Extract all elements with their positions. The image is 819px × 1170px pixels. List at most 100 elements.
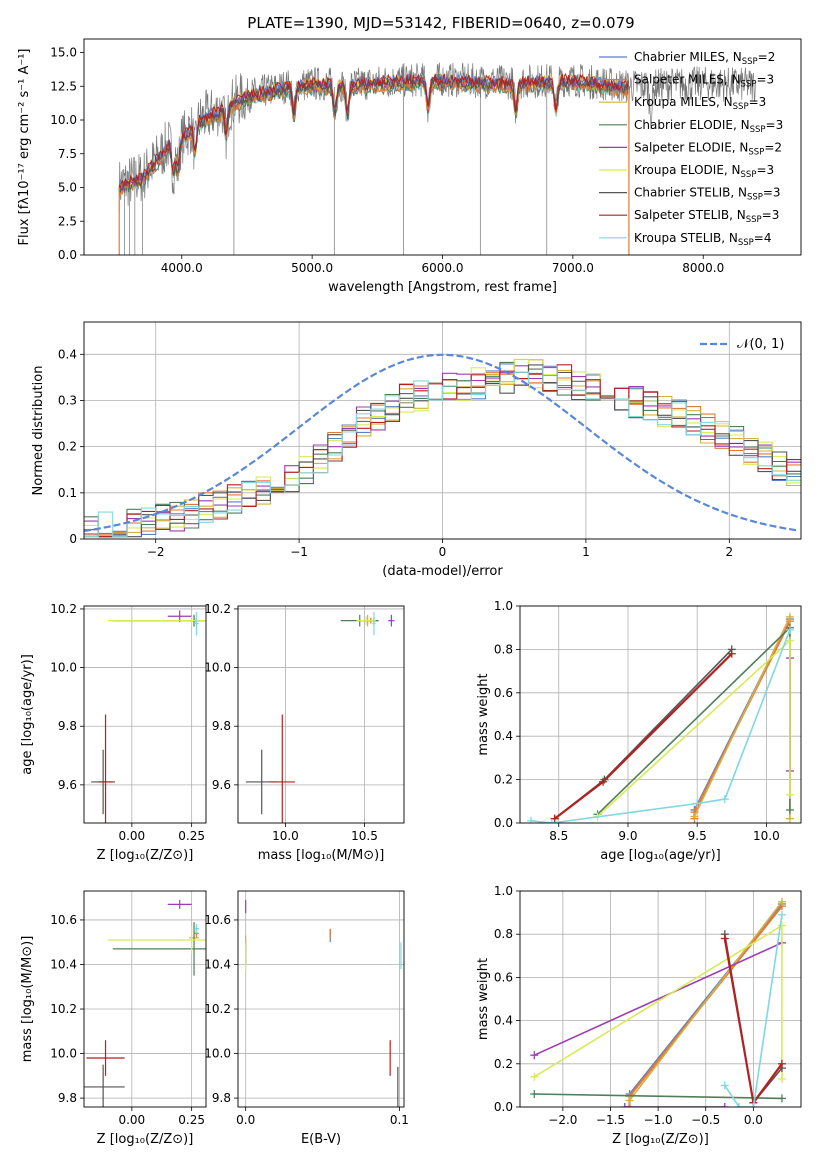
plot-area-mass_vs_z <box>84 899 206 1107</box>
y-tick-label: 0.1 <box>58 486 77 500</box>
plot-area-mass_vs_ebv <box>245 899 402 1107</box>
legend-label-text: Kroupa ELODIE, N <box>634 163 741 177</box>
legend-label-sub: SSP <box>741 80 757 90</box>
histogram-cs <box>84 364 801 538</box>
y-tick-label: 0.0 <box>58 248 77 262</box>
point-ce <box>112 922 206 976</box>
y-tick-label: 10.0 <box>204 1047 231 1061</box>
y-tick-label: 10.4 <box>50 957 77 971</box>
legend-label-text: Salpeter ELODIE, N <box>634 140 748 154</box>
x-tick-label: 6000.0 <box>422 261 464 275</box>
weight-line-ks <box>724 914 783 1107</box>
legend-label-n: =3 <box>766 118 784 132</box>
y-tick-label: 10.2 <box>204 602 231 616</box>
weight-line-ce <box>534 1093 782 1100</box>
x-axis-label: Z [log₁₀(Z/Z⊙)] <box>97 1132 194 1147</box>
weight-marker-se <box>720 1103 729 1107</box>
axes-weight_vs_age: 8.5 9.0 9.5 10.0 0.0 0.2 0.4 0.6 0.8 1.0 age [log₁… <box>476 599 802 863</box>
y-tick-label: 12.5 <box>50 79 77 93</box>
gaussian-curve <box>84 353 799 532</box>
weight-marker-ks <box>693 799 702 808</box>
y-tick-label: 10.2 <box>204 1002 231 1016</box>
legend-label-n: =2 <box>764 140 782 154</box>
legend-label-sub: SSP <box>748 147 764 157</box>
model-spectrum-ks <box>118 79 629 198</box>
legend-label-cs: Chabrier STELIB, NSSP=3 <box>634 186 781 203</box>
y-tick-label: 10.0 <box>50 1047 77 1061</box>
y-tick-label: 9.8 <box>212 719 231 733</box>
weight-marker-se <box>620 1103 629 1107</box>
y-tick-label: 10.2 <box>50 602 77 616</box>
model-spectrum-cs <box>118 76 629 194</box>
point-ke <box>107 616 206 626</box>
legend-label-sub: SSP <box>741 170 757 180</box>
y-tick-label: 10.0 <box>50 661 77 675</box>
y-tick-label: 9.6 <box>58 778 77 792</box>
point-ks <box>372 611 376 636</box>
axes-frame <box>83 321 802 540</box>
legend-label-sub: SSP <box>746 215 762 225</box>
y-tick-label: 0.6 <box>494 686 513 700</box>
x-tick-label: 10.0 <box>753 829 780 843</box>
weight-marker-km <box>777 897 786 906</box>
x-tick-label: 10.0 <box>272 829 299 843</box>
point-ke <box>356 616 376 626</box>
legend-label-ce: Chabrier ELODIE, NSSP=3 <box>634 118 783 135</box>
axes-frame <box>237 890 405 1108</box>
point-se <box>167 899 192 909</box>
point-se <box>388 614 395 627</box>
legend-label-text: Chabrier STELIB, N <box>634 186 747 200</box>
histogram-ks <box>84 365 801 538</box>
model-spectrum-ke <box>119 76 629 192</box>
legend-label-n: =3 <box>749 95 767 109</box>
x-tick-label: 0.00 <box>118 1113 145 1127</box>
weight-marker-ke <box>785 790 794 799</box>
weight-marker-km <box>690 812 699 821</box>
x-tick-label: −1 <box>290 545 308 559</box>
weight-marker-ce <box>777 1094 786 1103</box>
legend-label-sub: SSP <box>733 102 749 112</box>
axes-mass_vs_ebv: 0.0 0.1 9.8 10.0 10.2 10.4 10.6 E(B-V) <box>204 890 409 1147</box>
x-axis-label: (data-model)/error <box>382 564 503 579</box>
figure-title: PLATE=1390, MJD=53142, FIBERID=0640, z=0… <box>247 14 634 32</box>
plot-area-age_vs_z <box>91 610 206 823</box>
legend-label-ss: Salpeter STELIB, NSSP=3 <box>634 208 779 225</box>
legend-label-text: Chabrier MILES, N <box>634 50 742 64</box>
legend-label-cm: Chabrier MILES, NSSP=2 <box>634 50 775 67</box>
y-tick-label: 9.6 <box>212 778 231 792</box>
y-tick-label: 10.6 <box>204 913 231 927</box>
y-tick-label: 0.0 <box>494 816 513 830</box>
x-axis-label: E(B-V) <box>301 1132 341 1147</box>
legend-label-sub: SSP <box>750 125 766 135</box>
x-tick-label: 0.25 <box>178 1113 205 1127</box>
point-ss <box>269 714 295 823</box>
y-tick-label: 0.6 <box>494 970 513 984</box>
y-tick-label: 10.0 <box>50 113 77 127</box>
weight-marker-ce <box>530 1090 539 1099</box>
x-tick-label: −0.5 <box>691 1113 720 1127</box>
axes-mass_vs_z: 0.00 0.25 9.8 10.0 10.2 10.4 10.6 Z [log₁₀(Z/Z⊙… <box>20 890 207 1147</box>
weight-line-ce <box>596 625 791 815</box>
y-tick-label: 9.8 <box>58 719 77 733</box>
plot-area-weight_vs_z <box>530 897 786 1107</box>
point-ks <box>194 924 199 934</box>
legend-label-text: Kroupa MILES, N <box>634 95 733 109</box>
y-tick-label: 10.6 <box>50 913 77 927</box>
weight-marker-km <box>625 1096 634 1105</box>
x-tick-label: 0.0 <box>744 1113 763 1127</box>
weight-marker-ce <box>785 805 794 814</box>
y-tick-label: 0.8 <box>494 927 513 941</box>
x-tick-label: 7000.0 <box>552 261 594 275</box>
x-tick-label: 9.5 <box>688 829 707 843</box>
x-tick-label: 4000.0 <box>161 261 203 275</box>
weight-marker-ks <box>720 1081 729 1090</box>
weight-line-km <box>628 901 783 1101</box>
weight-marker-ks <box>785 625 794 634</box>
legend-label-n: =4 <box>754 231 772 245</box>
y-tick-label: 15.0 <box>50 46 77 60</box>
axes-spectrum: 4000.0 5000.0 6000.0 7000.0 8000.0 0.0 2.5 5.0 7… <box>17 38 802 295</box>
x-axis-label: Z [log₁₀(Z/Z⊙)] <box>97 848 194 863</box>
y-axis-label: Flux [fλ10⁻¹⁷ erg cm⁻² s⁻¹ A⁻¹] <box>17 49 32 246</box>
axes-frame <box>237 605 405 824</box>
point-ss <box>86 1040 125 1076</box>
